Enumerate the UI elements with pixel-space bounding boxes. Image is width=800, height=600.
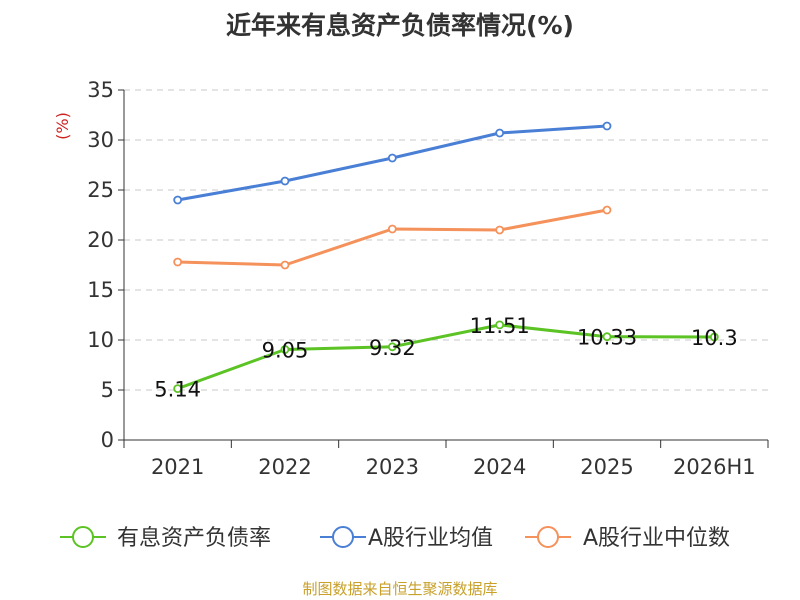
- data-point: [280, 176, 290, 186]
- data-label: 9.05: [262, 339, 309, 363]
- source-note: 制图数据来自恒生聚源数据库: [302, 580, 498, 598]
- y-tick-label: 0: [101, 428, 114, 452]
- legend-label: A股行业中位数: [583, 526, 730, 551]
- y-tick-label: 5: [101, 378, 114, 402]
- y-tick-label: 15: [87, 278, 114, 302]
- grid-layer: [124, 89, 768, 391]
- data-label: 10.33: [577, 326, 637, 350]
- legend-label: 有息资产负债率: [117, 526, 271, 551]
- y-axis-label: (%): [53, 112, 72, 140]
- legend[interactable]: 有息资产负债率 A股行业均值 A股行业中位数: [60, 526, 730, 551]
- data-label: 5.14: [154, 378, 201, 402]
- y-tick-label: 30: [87, 128, 114, 152]
- data-point: [495, 225, 505, 235]
- data-label: 9.32: [369, 336, 416, 360]
- series-layer: [173, 121, 719, 394]
- series-line: [177, 208, 608, 267]
- label-layer: 5.14 9.05 9.32 11.51 10.33 10.3: [154, 314, 737, 402]
- series-line: [177, 323, 715, 391]
- legend-marker-icon: [72, 526, 94, 548]
- data-label: 10.3: [691, 326, 738, 350]
- x-tick-label: 2025: [580, 455, 633, 479]
- data-point: [495, 320, 505, 330]
- legend-marker-icon: [332, 526, 354, 548]
- x-tick-label: 2022: [258, 455, 311, 479]
- x-tick-label: 2023: [366, 455, 419, 479]
- legend-item[interactable]: A股行业均值: [320, 526, 493, 551]
- data-point: [387, 153, 397, 163]
- data-point: [173, 257, 183, 267]
- chart-title: 近年来有息资产负债率情况(%): [226, 11, 574, 40]
- data-point: [280, 345, 290, 354]
- legend-item[interactable]: A股行业中位数: [525, 526, 730, 551]
- data-point: [173, 195, 183, 205]
- data-point: [173, 384, 183, 394]
- data-point: [387, 342, 397, 352]
- data-label: 11.51: [470, 314, 530, 338]
- legend-item[interactable]: 有息资产负债率: [60, 526, 271, 551]
- y-tick-label: 35: [87, 78, 114, 102]
- data-point: [387, 224, 397, 234]
- data-point: [602, 121, 612, 131]
- y-tick-label: 10: [87, 328, 114, 352]
- data-point: [495, 128, 505, 138]
- data-point: [709, 332, 719, 342]
- data-point: [280, 260, 290, 270]
- y-tick-label: 20: [87, 228, 114, 252]
- y-tick-label: 25: [87, 178, 114, 202]
- legend-label: A股行业均值: [368, 526, 493, 551]
- data-point: [602, 332, 612, 342]
- x-tick-label: 2026H1: [673, 455, 756, 479]
- series-line: [177, 124, 608, 202]
- data-point: [602, 205, 612, 215]
- legend-marker-icon: [537, 526, 559, 548]
- x-tick-label: 2021: [151, 455, 204, 479]
- x-tick-label: 2024: [473, 455, 526, 479]
